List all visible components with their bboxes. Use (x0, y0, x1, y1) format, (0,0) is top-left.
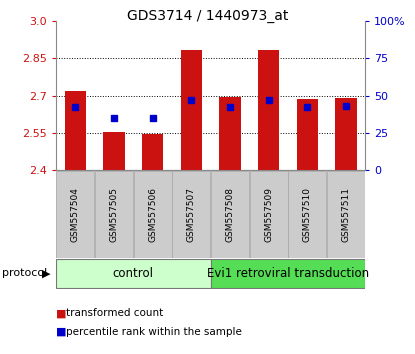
Text: protocol: protocol (2, 268, 47, 278)
Text: percentile rank within the sample: percentile rank within the sample (66, 327, 242, 337)
Text: GSM557509: GSM557509 (264, 187, 273, 242)
Text: GSM557508: GSM557508 (225, 187, 234, 242)
Text: GSM557510: GSM557510 (303, 187, 312, 242)
Text: ■: ■ (56, 308, 66, 318)
FancyBboxPatch shape (288, 171, 326, 257)
Text: GSM557505: GSM557505 (110, 187, 119, 242)
Text: transformed count: transformed count (66, 308, 164, 318)
Bar (258, 50, 279, 170)
Text: GSM557507: GSM557507 (187, 187, 196, 242)
FancyBboxPatch shape (327, 171, 365, 257)
Bar (219, 97, 241, 170)
FancyBboxPatch shape (211, 171, 249, 257)
Text: GSM557511: GSM557511 (342, 187, 350, 242)
Bar (142, 134, 163, 170)
Text: Evi1 retroviral transduction: Evi1 retroviral transduction (207, 267, 369, 280)
Text: ■: ■ (56, 327, 66, 337)
FancyBboxPatch shape (210, 259, 365, 288)
FancyBboxPatch shape (56, 259, 210, 288)
Bar (181, 50, 202, 170)
Text: ▶: ▶ (42, 268, 51, 278)
Text: control: control (113, 267, 154, 280)
FancyBboxPatch shape (172, 171, 210, 257)
FancyBboxPatch shape (95, 171, 133, 257)
FancyBboxPatch shape (56, 171, 94, 257)
FancyBboxPatch shape (134, 171, 171, 257)
FancyBboxPatch shape (250, 171, 288, 257)
Bar (335, 98, 356, 170)
Text: GDS3714 / 1440973_at: GDS3714 / 1440973_at (127, 9, 288, 23)
Bar (297, 99, 318, 170)
Bar (103, 131, 124, 170)
Text: GSM557504: GSM557504 (71, 187, 80, 242)
Text: GSM557506: GSM557506 (148, 187, 157, 242)
Bar (65, 91, 86, 170)
